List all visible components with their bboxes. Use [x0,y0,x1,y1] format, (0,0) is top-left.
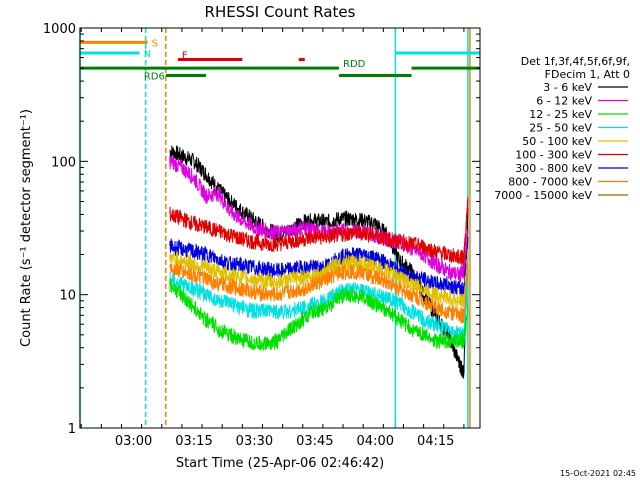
series-300-800-kev [169,236,469,298]
legend-header-line-2: FDecim 1, Att 0 [545,68,630,81]
legend: Det 1f,3f,4f,5f,6f,9f, FDecim 1, Att 0 3… [494,55,630,202]
state-label-rdd: RDD [343,59,366,70]
x-tick-label-0300: 03:00 [115,434,152,449]
series-50-100-kev [169,248,469,309]
state-label-f: F [182,51,188,62]
y-tick-label-100: 100 [51,155,76,170]
y-axis-label: Count Rate (s⁻¹ detector segment⁻¹) [19,109,34,347]
state-label-n: N [144,49,151,60]
y-axis: 1 10 100 1000 [43,22,480,437]
legend-label-8: 7000 - 15000 keV [494,189,592,202]
series-12-25-kev [169,278,469,351]
legend-label-7: 800 - 7000 keV [508,176,592,189]
legend-label-2: 12 - 25 keV [529,108,592,121]
x-tick-label-0345: 03:45 [296,434,333,449]
y-tick-label-1: 1 [68,422,76,437]
chart-title: RHESSI Count Rates [205,3,356,21]
plot-frame [79,27,481,429]
legend-label-4: 50 - 100 keV [522,135,592,148]
legend-label-3: 25 - 50 keV [529,122,592,135]
y-tick-label-10: 10 [59,289,76,304]
series-100-300-kev [169,197,469,266]
x-tick-label-0400: 04:00 [357,434,394,449]
legend-label-1: 6 - 12 keV [536,95,592,108]
plot-area: SN F RDD RD6 [79,28,480,428]
x-axis: 03:00 03:15 03:30 03:45 04:00 04:15 [80,28,465,449]
x-axis-label: Start Time (25-Apr-06 02:46:42) [176,456,384,471]
x-tick-label-0315: 03:15 [175,434,212,449]
series-800-7000-kev [169,262,469,324]
legend-header-line-1: Det 1f,3f,4f,5f,6f,9f, [521,55,630,68]
x-tick-label-0330: 03:30 [236,434,273,449]
y-tick-label-1000: 1000 [43,22,76,37]
state-label-s: S [152,38,158,49]
legend-label-0: 3 - 6 keV [543,81,592,94]
x-tick-label-0415: 04:15 [417,434,454,449]
timestamp: 15-Oct-2021 02:45 [560,469,636,478]
state-label-rd6: RD6 [144,72,165,83]
legend-label-6: 300 - 800 keV [515,162,592,175]
legend-label-5: 100 - 300 keV [515,149,592,162]
